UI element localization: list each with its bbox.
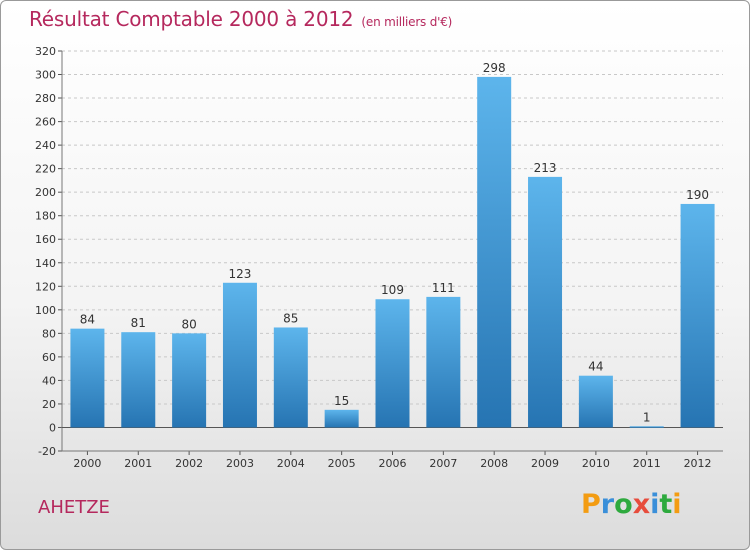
x-tick-label-2000: 2000 (73, 457, 101, 470)
value-label-2008: 298 (483, 61, 506, 75)
bar-2007 (426, 296, 461, 428)
logo-letter: t (659, 489, 673, 520)
x-tick-label-2001: 2001 (124, 457, 152, 470)
logo-letter: o (614, 489, 633, 520)
logo-letter: P (581, 489, 601, 520)
x-tick-label-2006: 2006 (379, 457, 407, 470)
chart-title-text: Résultat Comptable 2000 à 2012 (29, 7, 354, 31)
labels: 84 2000 81 2001 80 2002 123 2003 85 2004 15 2005 109… (73, 61, 711, 470)
x-tick-label-2002: 2002 (175, 457, 203, 470)
bar-2003 (222, 282, 257, 428)
logo-letter: r (600, 489, 615, 520)
value-label-2000: 84 (80, 313, 95, 327)
bar-2005 (324, 409, 359, 428)
value-label-2005: 15 (334, 394, 349, 408)
x-tick-label-2003: 2003 (226, 457, 254, 470)
value-label-2001: 81 (131, 316, 146, 330)
bar-2012 (680, 203, 715, 428)
value-label-2006: 109 (381, 283, 404, 297)
y-tick-label: 120 (35, 280, 56, 293)
logo-letter: x (632, 489, 651, 520)
x-tick-label-2011: 2011 (633, 457, 661, 470)
y-tick-label: 100 (35, 304, 56, 317)
y-tick-label: 0 (49, 421, 56, 434)
value-label-2010: 44 (588, 360, 603, 374)
y-tick-label: 80 (42, 327, 56, 340)
value-label-2004: 85 (283, 311, 298, 325)
x-tick-label-2007: 2007 (429, 457, 457, 470)
y-tick-label: 220 (35, 163, 56, 176)
bar-2008 (477, 76, 512, 428)
y-tick-label: 260 (35, 116, 56, 129)
proxiti-logo: Proxiti (581, 489, 682, 520)
y-tick-label: 200 (35, 186, 56, 199)
y-tick-label: 180 (35, 210, 56, 223)
chart-title: Résultat Comptable 2000 à 2012 (en millie… (29, 7, 452, 31)
x-tick-label-2008: 2008 (480, 457, 508, 470)
y-tick-label: -20 (38, 445, 56, 458)
value-label-2011: 1 (643, 410, 651, 424)
bar-2001 (121, 332, 156, 428)
bar-2010 (578, 375, 613, 428)
y-tick-label: 320 (35, 45, 56, 58)
x-tick-label-2004: 2004 (277, 457, 305, 470)
bars (70, 76, 715, 428)
y-tick-label: 160 (35, 233, 56, 246)
bar-2002 (172, 333, 207, 428)
chart-subtitle: (en milliers d'€) (361, 15, 453, 29)
value-label-2003: 123 (229, 267, 252, 281)
x-tick-label-2012: 2012 (684, 457, 712, 470)
x-tick-label-2005: 2005 (328, 457, 356, 470)
bar-2009 (528, 176, 563, 428)
y-tick-label: 280 (35, 92, 56, 105)
y-tick-label: 20 (42, 398, 56, 411)
y-tick-label: 140 (35, 257, 56, 270)
bar-2006 (375, 299, 410, 428)
x-tick-label-2010: 2010 (582, 457, 610, 470)
logo-letter: i (672, 489, 682, 520)
y-tick-label: 240 (35, 139, 56, 152)
bar-2000 (70, 328, 105, 428)
value-label-2007: 111 (432, 281, 455, 295)
logo-letter: i (650, 489, 660, 520)
bar-2011 (629, 426, 664, 428)
bar-2004 (273, 327, 308, 428)
y-tick-label: 40 (42, 374, 56, 387)
y-tick-label: 60 (42, 351, 56, 364)
value-label-2012: 190 (686, 188, 709, 202)
place-label: AHETZE (38, 497, 110, 518)
value-label-2002: 80 (181, 317, 196, 331)
value-label-2009: 213 (534, 161, 557, 175)
y-tick-label: 300 (35, 69, 56, 82)
x-tick-label-2009: 2009 (531, 457, 559, 470)
